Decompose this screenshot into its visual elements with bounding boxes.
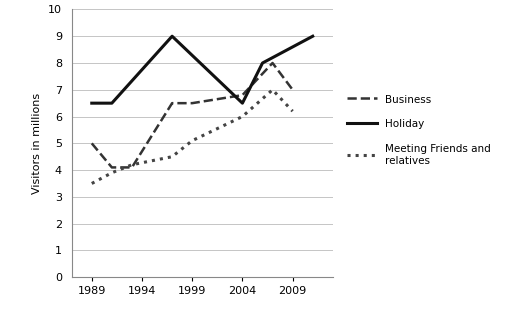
Holiday (89, 101, 95, 105)
Meeting Friends and
relatives (89, 181, 95, 185)
Business (189, 101, 195, 105)
Holiday (169, 34, 175, 38)
Meeting Friends and
relatives (239, 115, 245, 118)
Holiday (310, 34, 316, 38)
Line: Holiday: Holiday (92, 36, 313, 103)
Line: Business: Business (92, 63, 293, 168)
Meeting Friends and
relatives (109, 171, 115, 175)
Business (269, 61, 275, 65)
Meeting Friends and
relatives (189, 139, 195, 142)
Holiday (109, 101, 115, 105)
Business (89, 141, 95, 145)
Business (109, 166, 115, 169)
Holiday (239, 101, 245, 105)
Holiday (260, 61, 266, 65)
Business (129, 166, 135, 169)
Line: Meeting Friends and
relatives: Meeting Friends and relatives (92, 90, 293, 183)
Business (239, 93, 245, 97)
Business (169, 101, 175, 105)
Legend: Business, Holiday, Meeting Friends and
relatives: Business, Holiday, Meeting Friends and r… (343, 90, 495, 170)
Meeting Friends and
relatives (169, 155, 175, 158)
Meeting Friends and
relatives (129, 163, 135, 167)
Business (290, 88, 296, 92)
Y-axis label: Visitors in millions: Visitors in millions (32, 93, 42, 194)
Meeting Friends and
relatives (269, 88, 275, 92)
Meeting Friends and
relatives (290, 109, 296, 113)
